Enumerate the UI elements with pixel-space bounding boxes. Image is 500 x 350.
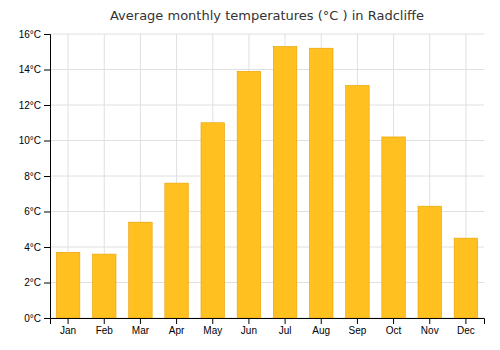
tick-label: Mar xyxy=(132,325,150,336)
tick: 4°C xyxy=(24,242,50,253)
tick: 12°C xyxy=(19,100,50,111)
grid-line-y xyxy=(50,176,484,177)
tick-label: 10°C xyxy=(19,135,41,146)
tick-label: Jun xyxy=(241,325,257,336)
tick-label: Feb xyxy=(96,325,114,336)
title: Average monthly temperatures (°C ) in Ra… xyxy=(110,8,424,23)
bars xyxy=(56,46,477,318)
tick-mark xyxy=(44,176,50,177)
grid xyxy=(50,34,484,318)
bar xyxy=(382,137,406,318)
tick-mark xyxy=(44,283,50,284)
tick-label: Apr xyxy=(169,325,185,336)
tick: 16°C xyxy=(19,29,50,40)
tick-mark xyxy=(44,105,50,106)
bar xyxy=(237,71,261,318)
tick: 0°C xyxy=(24,313,50,324)
tick-mark xyxy=(393,318,394,324)
bar xyxy=(92,254,116,318)
tick-label: May xyxy=(203,325,222,336)
bar xyxy=(273,46,297,318)
tick: 14°C xyxy=(19,64,50,75)
tick: Aug xyxy=(312,318,330,336)
tick-label: Jul xyxy=(279,325,292,336)
tick: May xyxy=(203,318,222,336)
grid-line-y xyxy=(50,34,484,35)
tick-label: Nov xyxy=(421,325,439,336)
bar xyxy=(56,252,80,318)
tick-mark xyxy=(248,318,249,324)
tick-mark xyxy=(68,318,69,324)
bar xyxy=(418,206,442,318)
tick-label: Dec xyxy=(457,325,475,336)
bar xyxy=(165,183,189,318)
tick-label: 6°C xyxy=(24,206,41,217)
tick-mark xyxy=(140,318,141,324)
grid-line-y xyxy=(50,69,484,70)
bar xyxy=(309,48,333,318)
tick: 6°C xyxy=(24,206,50,217)
tick: Apr xyxy=(169,318,185,336)
tick-mark xyxy=(357,318,358,324)
tick: 2°C xyxy=(24,277,50,288)
tick-mark xyxy=(44,318,50,319)
tick-label: 16°C xyxy=(19,29,41,40)
tick-label: 2°C xyxy=(24,277,41,288)
tick-mark xyxy=(176,318,177,324)
axis-line xyxy=(44,35,51,319)
tick-mark xyxy=(104,318,105,324)
tick: Dec xyxy=(457,318,475,336)
bar xyxy=(454,238,478,318)
tick: Jul xyxy=(279,318,292,336)
tick: Mar xyxy=(132,318,150,336)
tick-label: 0°C xyxy=(24,313,41,324)
tick-mark xyxy=(44,212,50,213)
tick: Sep xyxy=(349,318,367,336)
tick: Jun xyxy=(241,318,257,336)
bar xyxy=(129,222,153,318)
tick-mark xyxy=(44,141,50,142)
tick-mark xyxy=(429,318,430,324)
tick-label: Jan xyxy=(60,325,76,336)
bar xyxy=(346,85,370,318)
tick: 8°C xyxy=(24,171,50,182)
tick: Feb xyxy=(96,318,114,336)
grid-line-y xyxy=(50,140,484,141)
tick: 10°C xyxy=(19,135,50,146)
tick-label: 8°C xyxy=(24,171,41,182)
tick-label: 14°C xyxy=(19,64,41,75)
tick-mark xyxy=(44,70,50,71)
tick: Nov xyxy=(421,318,439,336)
tick-label: Oct xyxy=(386,325,402,336)
tick-mark xyxy=(321,318,322,324)
y-axis: 0°C 2°C 4°C 6°C 8°C 10°C 12°C 14°C 16°C xyxy=(19,29,51,324)
tick-mark xyxy=(285,318,286,324)
x-axis: Jan Feb Mar Apr May Jun Jul Aug Sep Oct Nov Dec xyxy=(51,318,485,336)
tick-mark xyxy=(44,247,50,248)
bar xyxy=(201,123,225,318)
tick: Oct xyxy=(386,318,402,336)
axis-line xyxy=(51,319,485,325)
tick: Jan xyxy=(60,318,76,336)
tick-label: Aug xyxy=(312,325,330,336)
tick-label: Sep xyxy=(349,325,367,336)
chart: 0°C 2°C 4°C 6°C 8°C 10°C 12°C 14°C 16°C Jan Feb Mar… xyxy=(0,0,500,350)
tick-mark xyxy=(465,318,466,324)
grid-line-y xyxy=(50,105,484,106)
tick-label: 12°C xyxy=(19,100,41,111)
tick-mark xyxy=(212,318,213,324)
tick-mark xyxy=(44,34,50,35)
tick-label: 4°C xyxy=(24,242,41,253)
